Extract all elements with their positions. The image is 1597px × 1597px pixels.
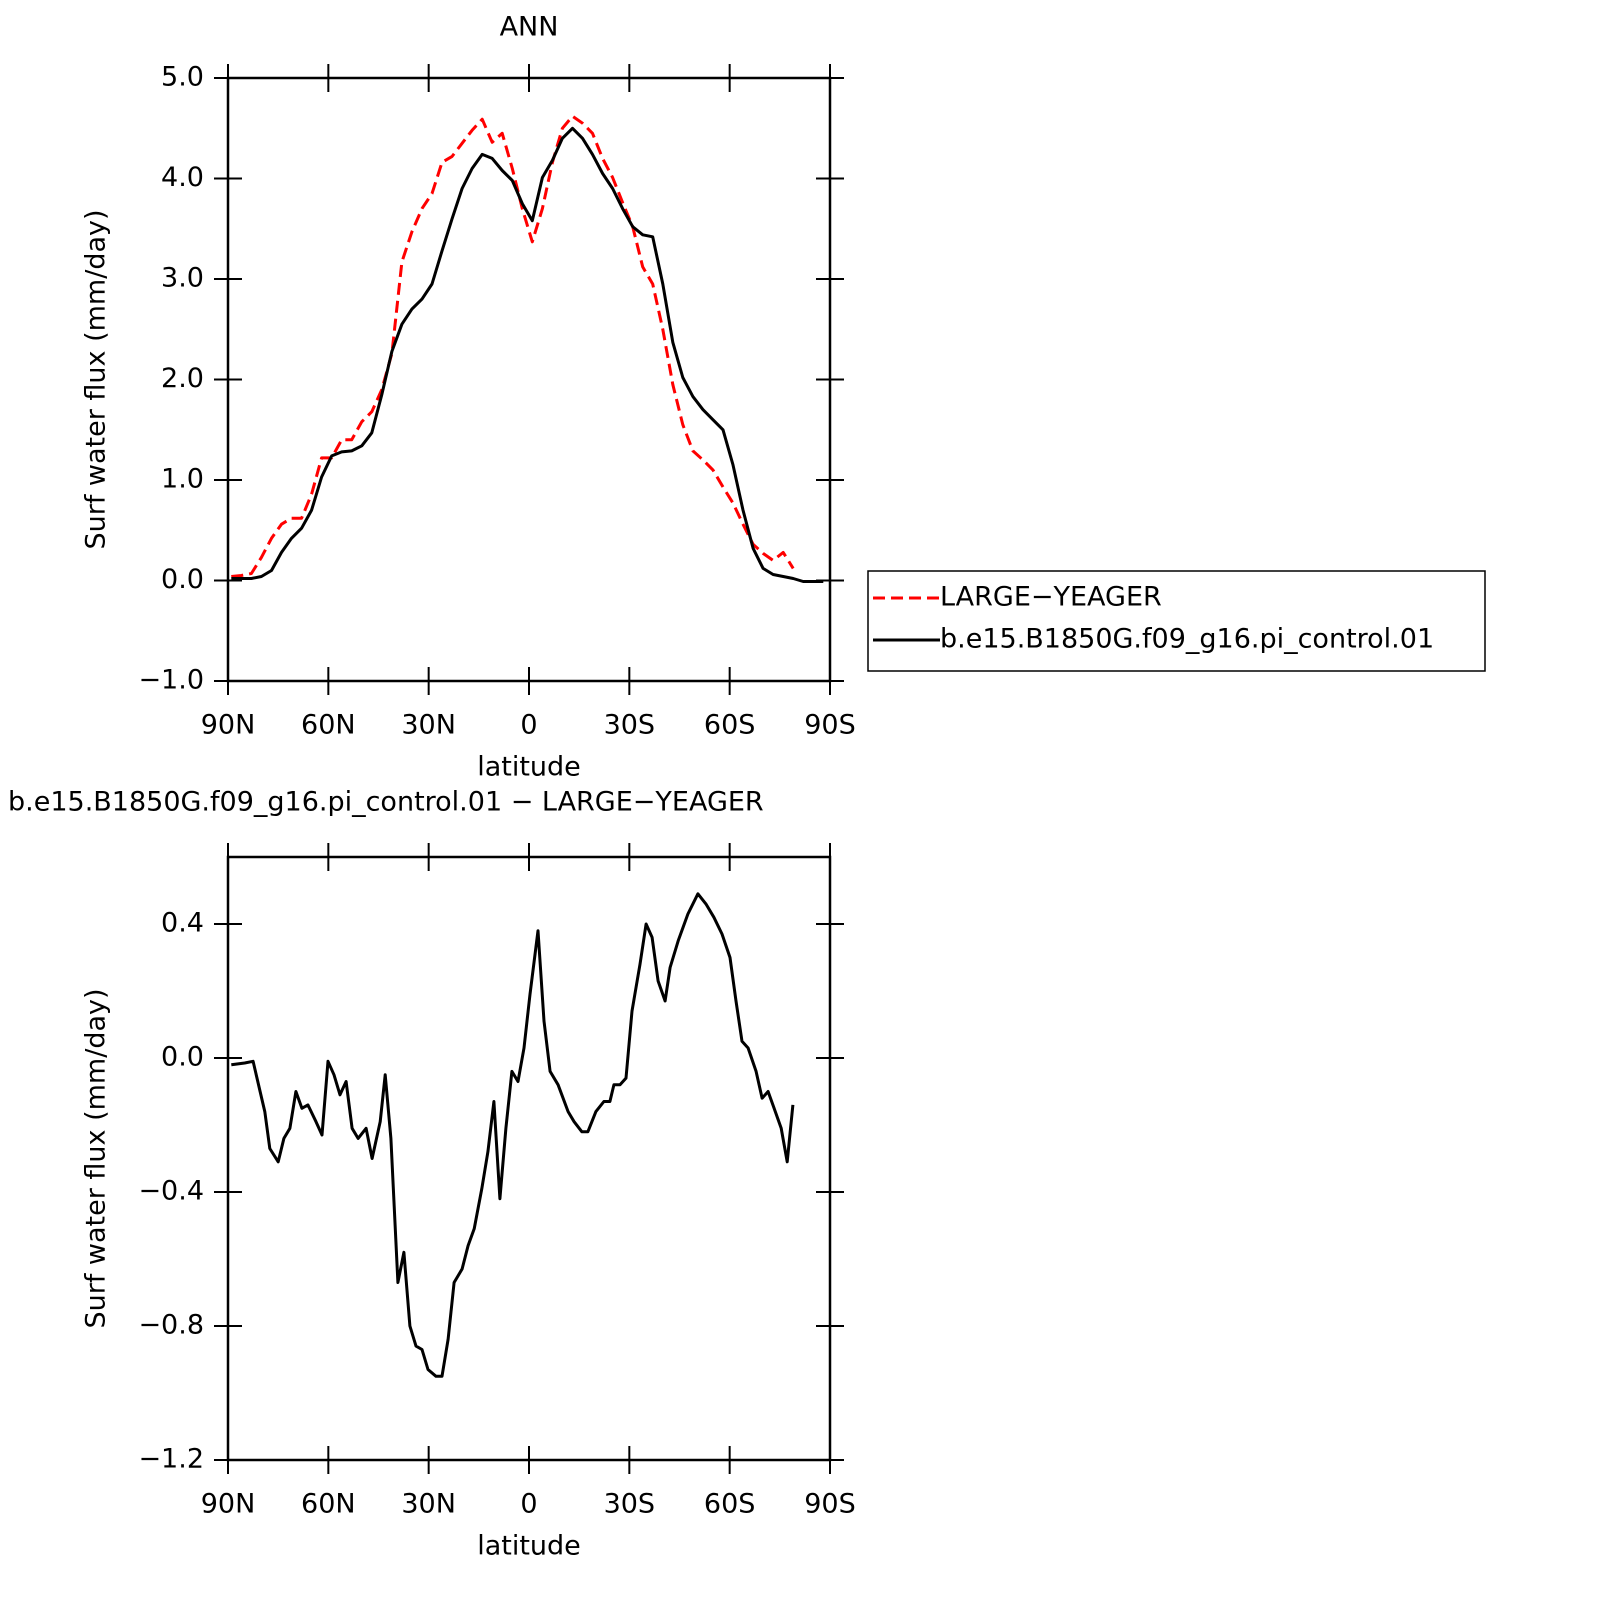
x-tick-label: 30N xyxy=(401,710,456,741)
legend-label: b.e15.B1850G.f09_g16.pi_control.01 xyxy=(940,624,1434,655)
y-tick-label: 4.0 xyxy=(161,162,204,193)
y-tick-label: 5.0 xyxy=(161,62,204,93)
y-tick-label: 1.0 xyxy=(161,464,204,495)
y-tick-label: −1.2 xyxy=(138,1444,204,1475)
y-tick-label: 0.0 xyxy=(161,1042,204,1073)
x-tick-label: 60S xyxy=(704,1489,756,1520)
x-tick-label: 30N xyxy=(401,1489,456,1520)
x-tick-label: 60N xyxy=(301,710,356,741)
chart-title: b.e15.B1850G.f09_g16.pi_control.01 − LAR… xyxy=(8,787,764,818)
y-tick-label: 0.4 xyxy=(161,908,204,939)
y-tick-label: 0.0 xyxy=(161,564,204,595)
legend-label: LARGE−YEAGER xyxy=(940,582,1162,613)
y-tick-label: −1.0 xyxy=(138,665,204,696)
x-tick-label: 60N xyxy=(301,1489,356,1520)
x-axis-label: latitude xyxy=(477,1531,581,1562)
y-tick-label: −0.8 xyxy=(138,1310,204,1341)
x-tick-label: 0 xyxy=(520,1489,537,1520)
y-tick-label: 2.0 xyxy=(161,363,204,394)
plot-frame xyxy=(226,855,832,1462)
series-line xyxy=(231,892,795,1378)
x-tick-label: 30S xyxy=(604,1489,656,1520)
x-tick-label: 90S xyxy=(804,1489,856,1520)
legend-box xyxy=(867,570,1486,672)
y-axis-label: Surf water flux (mm/day) xyxy=(81,209,112,549)
x-tick-label: 0 xyxy=(520,710,537,741)
x-tick-label: 90N xyxy=(201,1489,256,1520)
x-tick-label: 90S xyxy=(804,710,856,741)
y-axis-label: Surf water flux (mm/day) xyxy=(81,988,112,1328)
plot-frame xyxy=(226,76,832,683)
panel: ANN −1.0 0.0 1.0 2.0 3.0 4.0 5.0 90N 60N 30N 0 30S 60… xyxy=(81,12,1486,783)
y-tick-label: −0.4 xyxy=(138,1176,204,1207)
x-axis-label: latitude xyxy=(477,752,581,783)
panel: b.e15.B1850G.f09_g16.pi_control.01 − LAR… xyxy=(8,787,856,1562)
series-line xyxy=(231,114,795,578)
x-tick-label: 30S xyxy=(604,710,656,741)
x-tick-label: 60S xyxy=(704,710,756,741)
chart-title: ANN xyxy=(500,12,559,43)
x-tick-label: 90N xyxy=(201,710,256,741)
legend: LARGE−YEAGER b.e15.B1850G.f09_g16.pi_cont… xyxy=(867,570,1486,672)
series-line xyxy=(231,126,824,583)
y-tick-label: 3.0 xyxy=(161,263,204,294)
